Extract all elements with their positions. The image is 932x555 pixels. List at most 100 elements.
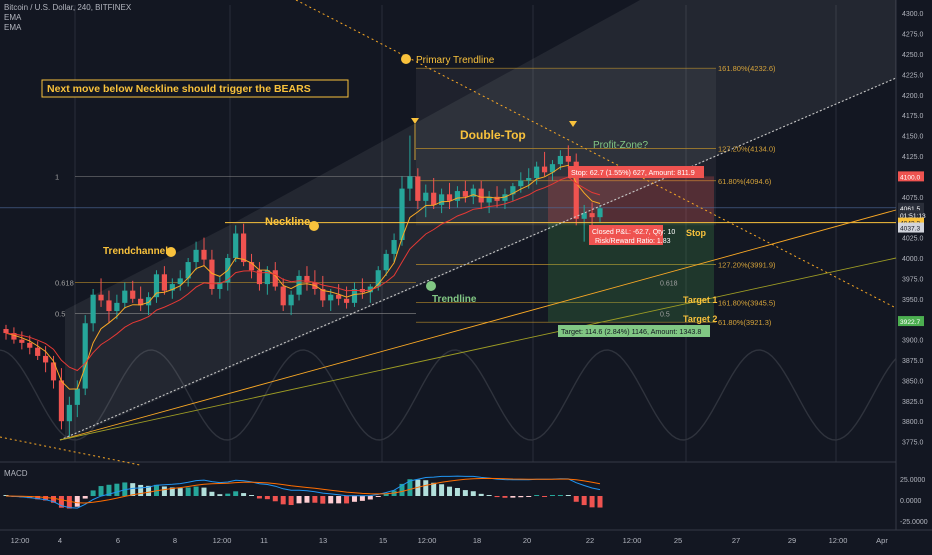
candle	[217, 275, 223, 299]
price-tick-label: 4300.0	[902, 11, 924, 18]
double-top-label: Double-Top	[460, 128, 526, 142]
signal-line	[5, 477, 601, 504]
time-tick-label: 15	[379, 536, 387, 545]
candle	[248, 253, 255, 279]
candle-body	[161, 274, 167, 291]
candle	[486, 191, 492, 214]
double-top-arrow-1	[411, 118, 419, 124]
macd-histogram-bar	[344, 496, 350, 504]
price-tick-label: 4225.0	[902, 72, 924, 79]
time-tick-label: Apr	[876, 536, 888, 545]
fib-right-label: 0.618	[660, 280, 678, 287]
candle	[138, 286, 144, 312]
candle	[431, 178, 437, 210]
macd-histogram-bar	[407, 479, 413, 496]
time-tick-label: 12:00	[623, 536, 642, 545]
macd-histogram-bar	[399, 483, 405, 496]
candle	[280, 278, 286, 312]
time-axis: 12:00 4 6 8 12:00 11 13 15 12:00 18 20 22 12:00 25 27 2…	[11, 536, 889, 545]
macd-histogram-bar	[542, 496, 548, 497]
older-trendline	[0, 436, 141, 466]
ema-indicator-label[interactable]: EMA	[4, 13, 22, 22]
primary-trendline-label: Primary Trendline	[416, 55, 495, 66]
price-badge-label: 4100.0	[900, 174, 921, 181]
price-tick-label: 4150.0	[902, 134, 924, 141]
macd-histogram-bar	[328, 496, 334, 504]
support-ray-2	[59, 257, 897, 441]
macd-line	[5, 475, 601, 509]
ema-fast-line	[5, 164, 601, 390]
time-tick-label: 6	[116, 536, 120, 545]
candle-body	[597, 208, 603, 218]
candle-body	[280, 286, 286, 306]
neckline-marker	[309, 221, 319, 231]
candle	[589, 202, 595, 226]
candle	[534, 161, 540, 185]
candle	[288, 290, 294, 316]
candle-body	[272, 270, 278, 287]
candle-body	[367, 286, 373, 293]
price-tick-label: 4175.0	[902, 113, 924, 120]
fib-label: 127.20%(4134.0)	[718, 145, 776, 154]
price-tick-label: 3800.0	[902, 419, 924, 426]
price-badge-label: 4037.3	[900, 226, 921, 233]
candle-body	[415, 176, 421, 201]
candle	[541, 151, 548, 177]
macd-histogram-bar	[597, 496, 603, 508]
fib-label: 61.80%(3921.3)	[718, 318, 772, 327]
fib-right-label: 0.5	[660, 311, 670, 318]
candle-body	[3, 328, 9, 334]
candle	[439, 188, 445, 214]
candle-body	[98, 294, 104, 301]
candle-body	[510, 186, 516, 195]
candle	[502, 188, 508, 210]
candle-body	[58, 380, 65, 422]
stop-info-text: Stop: 62.7 (1.55%) 627, Amount: 811.9	[571, 168, 695, 177]
ema-indicator-label-2[interactable]: EMA	[4, 23, 22, 32]
candle	[130, 280, 136, 303]
macd-histogram-bar	[454, 487, 460, 496]
price-badge	[898, 210, 924, 221]
macd-histogram-bar	[304, 496, 310, 503]
macd-histogram-bar	[526, 496, 532, 497]
candle-body	[177, 278, 183, 285]
candle-body	[185, 262, 191, 279]
trendchannel-label: Trendchannel	[103, 246, 168, 257]
candle	[19, 331, 25, 350]
trend-channel-band	[65, 0, 896, 440]
pattern-box	[416, 68, 716, 226]
candle-body	[486, 196, 492, 203]
trendchannel-marker	[166, 247, 176, 257]
candle	[153, 270, 160, 303]
price-badge	[898, 222, 924, 233]
candle	[3, 324, 9, 340]
macd-histogram-bar	[146, 485, 152, 496]
fib-label: 61.80%(4094.6)	[718, 177, 772, 186]
stop-label: Stop	[686, 228, 706, 238]
macd-histogram-bar	[447, 486, 453, 496]
candle	[446, 182, 453, 210]
candle-body	[122, 290, 128, 303]
ema-slow-line	[5, 176, 601, 372]
candle	[557, 150, 563, 170]
macd-histogram-bar	[351, 496, 357, 502]
macd-histogram-bar	[27, 496, 33, 499]
neckline-label: Neckline	[265, 216, 310, 228]
macd-histogram-bar	[375, 496, 381, 497]
candle-body	[11, 333, 17, 340]
time-tick-label: 20	[523, 536, 531, 545]
candle	[82, 315, 88, 396]
macd-histogram-bar	[272, 496, 278, 502]
macd-histogram-bar	[478, 493, 484, 496]
macd-histogram-bar	[193, 486, 199, 496]
candle-body	[423, 192, 429, 201]
macd-histogram-bar	[581, 496, 587, 506]
candle-body	[264, 270, 270, 285]
candle	[58, 368, 65, 430]
macd-histogram-bar	[280, 496, 286, 505]
candle-body	[343, 298, 350, 303]
price-tick-label: 4125.0	[902, 154, 924, 161]
candle-body	[470, 188, 476, 197]
time-tick-label: 12:00	[11, 536, 30, 545]
